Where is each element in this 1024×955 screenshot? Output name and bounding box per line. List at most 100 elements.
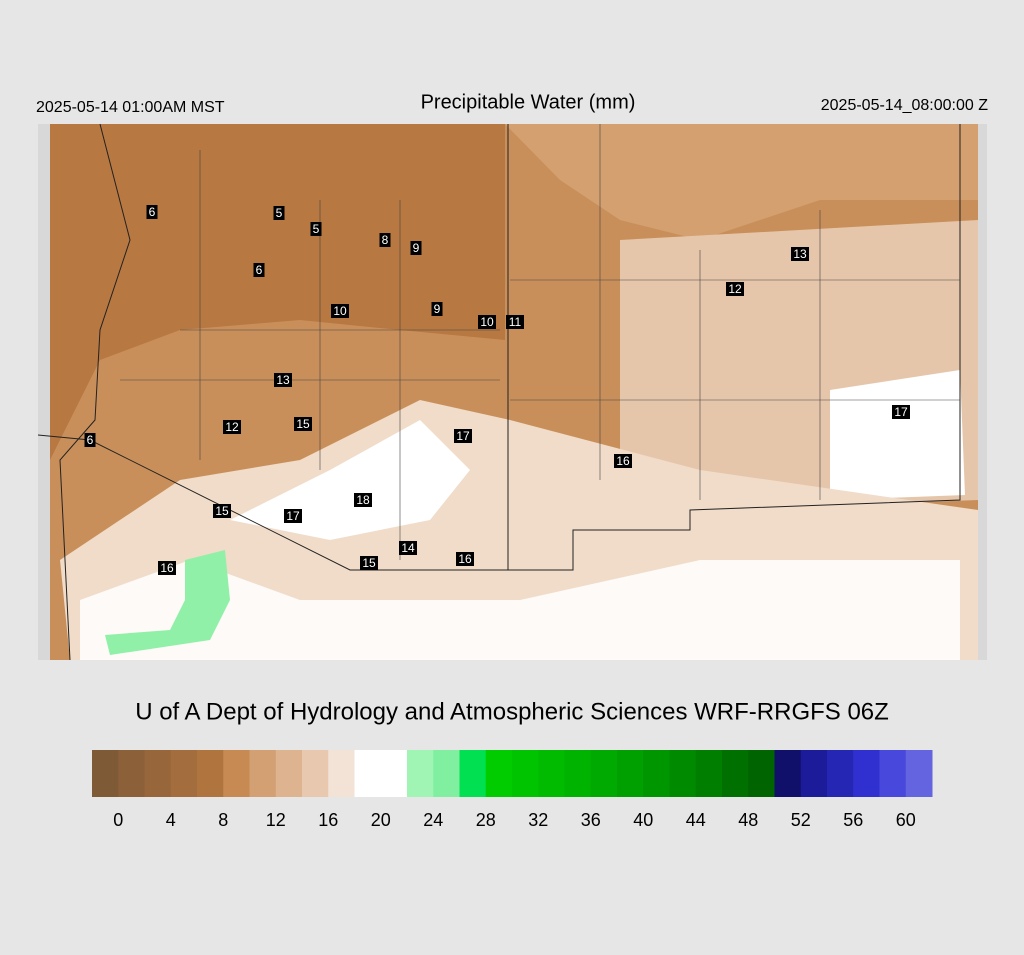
colorbar-tick-label: 48: [738, 810, 758, 830]
colorbar-swatch: [617, 750, 644, 797]
colorbar-swatch: [590, 750, 618, 797]
label-box: [213, 504, 231, 518]
colorbar-tick-label: 28: [476, 810, 496, 830]
colorbar-swatch: [853, 750, 880, 797]
colorbar-swatch: [354, 750, 382, 797]
pw-label: 10: [480, 315, 494, 329]
pw-label: 9: [434, 302, 441, 316]
pw-label: 13: [793, 247, 807, 261]
valid-time-utc: 2025-05-14_08:00:00 Z: [821, 97, 988, 114]
pw-label: 15: [215, 504, 229, 518]
pw-moist: [830, 370, 965, 500]
colorbar-swatch: [669, 750, 697, 797]
colorbar-tick-label: 0: [113, 810, 123, 830]
label-box: [223, 420, 241, 434]
colorbar-swatch: [275, 750, 303, 797]
colorbar-swatch: [197, 750, 224, 797]
colorbar-tick-label: 12: [266, 810, 286, 830]
pw-label: 5: [313, 222, 320, 236]
label-box: [399, 541, 417, 555]
map: [37, 123, 987, 661]
colorbar-tick-label: 8: [218, 810, 228, 830]
pw-label: 10: [333, 304, 347, 318]
pw-label: 6: [87, 433, 94, 447]
label-box: [274, 373, 292, 387]
colorbar-swatch: [433, 750, 460, 797]
label-box: [146, 205, 158, 219]
label-box: [410, 241, 422, 255]
colorbar-swatch: [512, 750, 539, 797]
colorbar-swatch: [144, 750, 172, 797]
label-box: [253, 263, 265, 277]
pw-moist3: [80, 560, 960, 660]
colorbar-swatch: [92, 750, 119, 797]
colorbar-tick-label: 32: [528, 810, 548, 830]
colorbar-swatch: [302, 750, 329, 797]
label-box: [478, 315, 496, 329]
pw-label: 15: [296, 417, 310, 431]
label-box: [379, 233, 391, 247]
label-box: [158, 561, 176, 575]
label-box: [294, 417, 312, 431]
pw-label: 6: [256, 263, 263, 277]
valid-time-local: 2025-05-14 01:00AM MST: [36, 99, 225, 116]
colorbar-tick-label: 20: [371, 810, 391, 830]
pw-label: 13: [276, 373, 290, 387]
colorbar-swatch: [380, 750, 408, 797]
colorbar-swatch: [643, 750, 670, 797]
credit: U of A Dept of Hydrology and Atmospheric…: [135, 698, 889, 725]
pw-label: 15: [362, 556, 376, 570]
pw-label: 8: [382, 233, 389, 247]
pw-label: 6: [149, 205, 156, 219]
pw-label: 16: [616, 454, 630, 468]
colorbar-tick-label: 44: [686, 810, 706, 830]
colorbar-tick-label: 16: [318, 810, 338, 830]
pw-label: 9: [413, 241, 420, 255]
colorbar-swatch: [407, 750, 434, 797]
pw-label: 12: [728, 282, 742, 296]
pw-label: 16: [458, 552, 472, 566]
colorbar-swatch: [827, 750, 854, 797]
pw-label: 11: [509, 315, 522, 329]
colorbar-swatch: [118, 750, 145, 797]
label-box: [791, 247, 809, 261]
label-box: [431, 302, 443, 316]
colorbar-swatch: [748, 750, 775, 797]
colorbar-tick-label: 60: [896, 810, 916, 830]
colorbar-swatch: [905, 750, 933, 797]
colorbar-swatch: [879, 750, 907, 797]
colorbar-tick-label: 24: [423, 810, 443, 830]
pw-dry: [50, 124, 505, 460]
pw-label: 12: [225, 420, 239, 434]
label-box: [726, 282, 744, 296]
pw-label: 14: [401, 541, 415, 555]
colorbar-swatch: [800, 750, 828, 797]
pw-label: 17: [456, 429, 470, 443]
label-box: [892, 405, 910, 419]
label-box: [454, 429, 472, 443]
colorbar-swatch: [538, 750, 565, 797]
pw-label: 16: [160, 561, 174, 575]
colorbar-swatch: [328, 750, 355, 797]
colorbar-tick-label: 56: [843, 810, 863, 830]
colorbar-swatch: [695, 750, 723, 797]
label-box: [273, 206, 285, 220]
colorbar-swatch: [459, 750, 487, 797]
colorbar-swatch: [774, 750, 802, 797]
colorbar-swatch: [485, 750, 513, 797]
colorbar-swatch: [223, 750, 250, 797]
pw-mid: [505, 124, 978, 240]
pw-label: 17: [894, 405, 908, 419]
label-box: [614, 454, 632, 468]
colorbar-tick-label: 40: [633, 810, 653, 830]
colorbar-swatch: [564, 750, 592, 797]
label-box: [360, 556, 378, 570]
colorbar-swatch: [249, 750, 277, 797]
pw-label: 17: [286, 509, 300, 523]
state-boundaries: [37, 123, 961, 661]
pw-green: [105, 550, 230, 655]
label-box: [456, 552, 474, 566]
county-lines: [120, 124, 960, 560]
colorbar-swatch: [170, 750, 198, 797]
